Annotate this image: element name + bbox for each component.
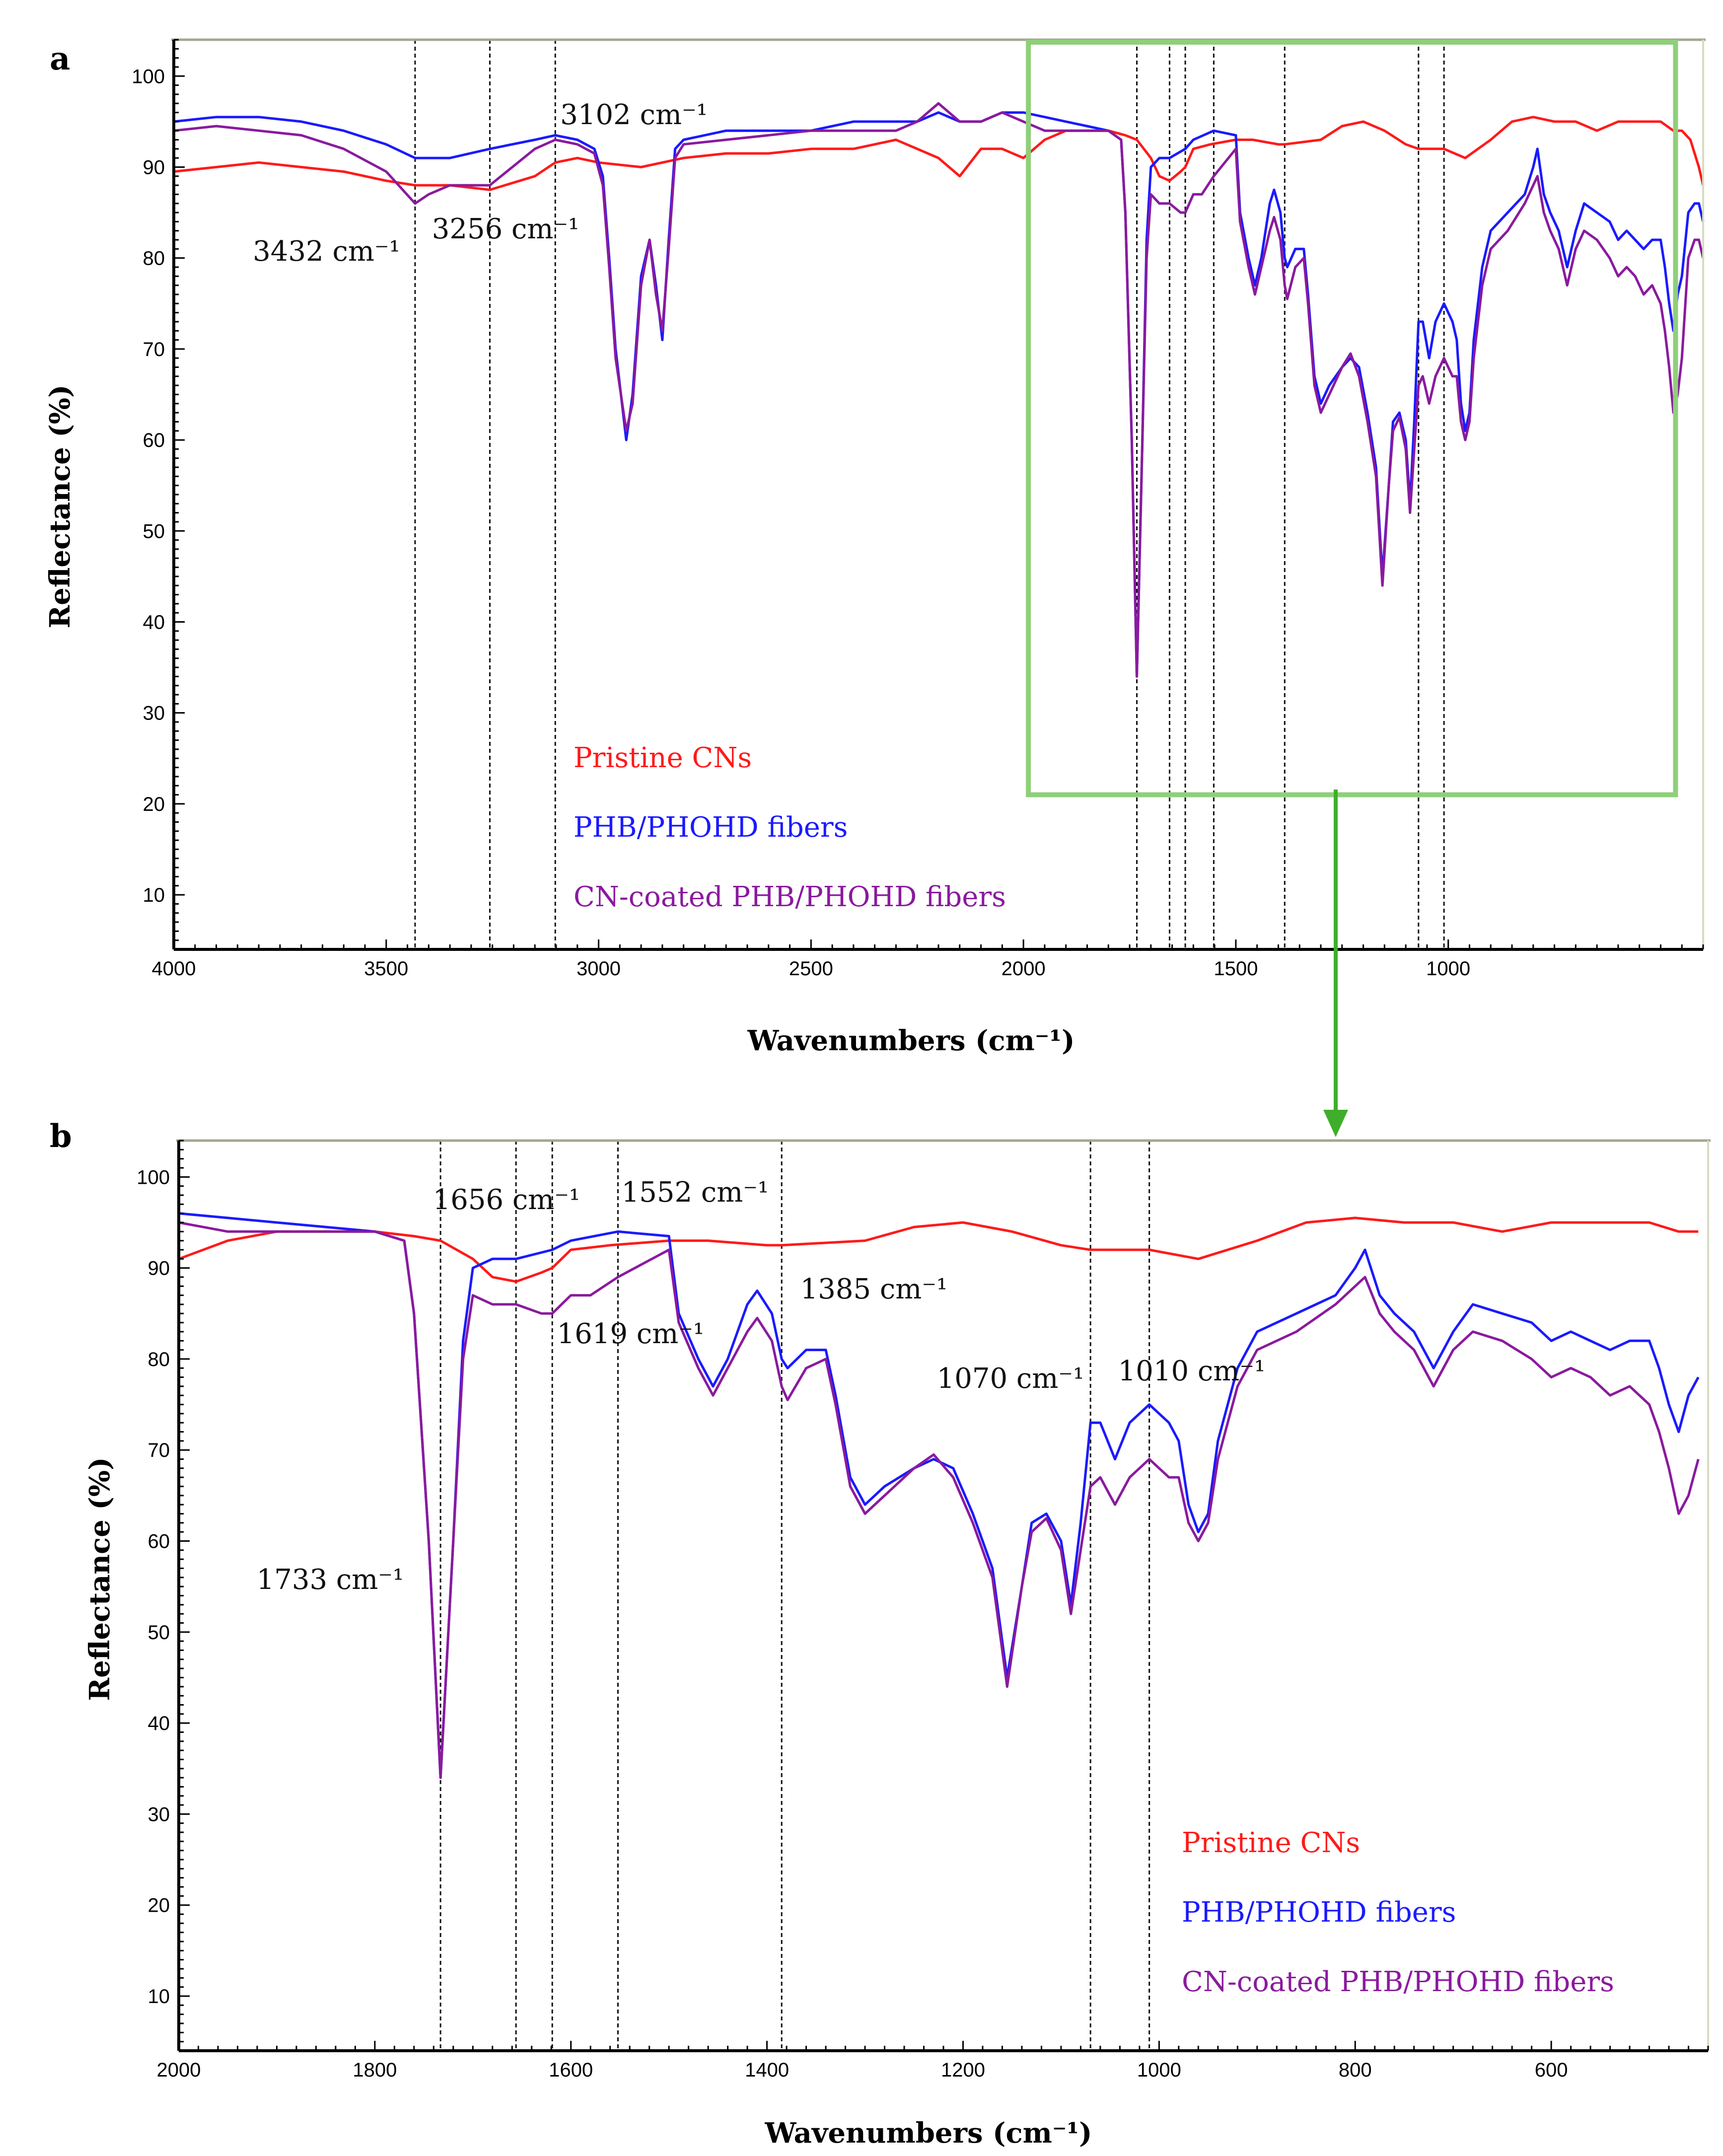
reference-lines-a [414,40,1445,949]
y-tick-label: 50 [148,1622,170,1644]
y-tick-label: 80 [148,1349,170,1370]
x-axis-label-b: Wavenumbers (cm⁻¹) [765,2117,1092,2150]
x-tick-label: 2000 [1002,958,1046,980]
y-tick-label: 90 [143,156,165,178]
x-tick-label: 800 [1339,2059,1372,2081]
y-tick-label: 20 [148,1895,170,1917]
x-tick-label: 1600 [549,2059,593,2081]
y-tick-label: 30 [143,703,165,724]
x-tick-label: 1800 [353,2059,397,2081]
y-tick-label: 10 [143,884,165,906]
zoom-arrow [1323,790,1348,1137]
x-tick-label: 1400 [745,2059,789,2081]
peak-annotation: 1385 cm⁻¹ [800,1273,948,1305]
zoom-box [1026,40,1678,797]
legend-entry: PHB/PHOHD fibers [574,811,848,844]
y-tick-label: 100 [132,66,165,87]
series-line [173,111,1705,678]
series-line [178,1221,1700,1779]
y-tick-label: 10 [148,1986,170,2008]
x-tick-label: 1500 [1214,958,1258,980]
legend-entry: CN-coated PHB/PHOHD fibers [574,881,1006,913]
peak-annotation: 3432 cm⁻¹ [253,235,400,268]
y-axis-label-a: Reflectance (%) [44,385,76,629]
x-tick-label: 3000 [576,958,621,980]
annotations-b: 1656 cm⁻¹ 1552 cm⁻¹ 1619 cm⁻¹ 1385 cm⁻¹ 1070… [257,1176,1266,1596]
y-tick-label: 50 [143,520,165,542]
x-tick-label: 600 [1535,2059,1568,2081]
y-tick-label: 60 [143,430,165,451]
y-axis-label-b: Reflectance (%) [83,1457,116,1701]
series-line [178,1217,1699,1283]
peak-annotation: 1733 cm⁻¹ [257,1564,404,1596]
x-axis-label-a: Wavenumbers (cm⁻¹) [747,1024,1075,1057]
peak-annotation: 1656 cm⁻¹ [433,1184,580,1216]
panel-label-b: b [50,1118,72,1155]
x-tick-label: 3500 [364,958,408,980]
panel-a: a 10 20 30 40 50 60 70 80 90 100 4000 3500 3000 2500 2… [44,38,1706,1057]
axes-b: 10 20 30 40 50 60 70 80 90 100 2000 1800 1600 1400 120… [137,1139,1711,2081]
peak-annotation: 3256 cm⁻¹ [432,213,579,245]
x-tick-label: 2000 [157,2059,201,2081]
y-tick-label: 40 [143,611,165,633]
legend-a: Pristine CNs PHB/PHOHD fibers CN-coated PH… [574,742,1006,913]
legend-entry: PHB/PHOHD fibers [1182,1896,1456,1929]
peak-annotation: 1010 cm⁻¹ [1118,1355,1266,1387]
plot-area-b [178,1212,1700,1779]
legend-b: Pristine CNs PHB/PHOHD fibers CN-coated PH… [1182,1827,1614,1998]
legend-entry: Pristine CNs [1182,1827,1360,1859]
panel-label-a: a [50,40,70,77]
y-tick-label: 60 [148,1531,170,1553]
y-tick-label: 70 [148,1439,170,1461]
series-line [178,1212,1700,1779]
x-tick-label: 1000 [1137,2059,1181,2081]
legend-entry: CN-coated PHB/PHOHD fibers [1182,1966,1614,1998]
peak-annotation: 1619 cm⁻¹ [557,1318,705,1350]
x-tick-label: 1000 [1426,958,1470,980]
axes-a: 10 20 30 40 50 60 70 80 90 100 4000 3500 3000 2500 200… [132,38,1706,980]
peak-annotation: 3102 cm⁻¹ [560,99,708,131]
series-line [173,102,1705,678]
x-tick-label: 2500 [789,958,833,980]
y-tick-label: 20 [143,793,165,815]
y-tick-label: 80 [143,248,165,270]
y-tick-label: 70 [143,339,165,360]
plot-area-a [173,102,1705,678]
y-tick-label: 40 [148,1713,170,1734]
x-tick-label: 4000 [152,958,196,980]
y-tick-label: 90 [148,1258,170,1280]
legend-entry: Pristine CNs [574,742,752,774]
y-tick-label: 100 [137,1166,170,1188]
x-tick-label: 1200 [941,2059,985,2081]
peak-annotation: 1552 cm⁻¹ [622,1176,769,1209]
annotations-a: 3432 cm⁻¹ 3256 cm⁻¹ 3102 cm⁻¹ [253,99,708,268]
reference-lines-b [439,1141,1150,2051]
series-line [173,116,1705,191]
y-tick-label: 30 [148,1803,170,1825]
peak-annotation: 1070 cm⁻¹ [937,1363,1084,1395]
zoom-rectangle [1026,40,1678,797]
